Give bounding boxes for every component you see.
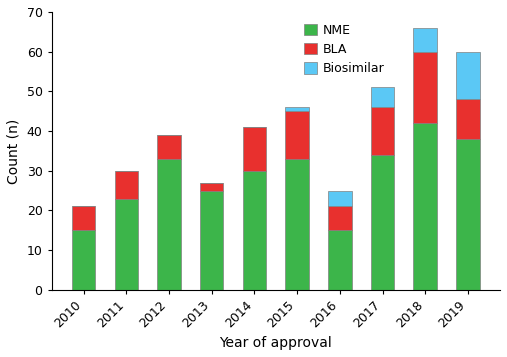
Bar <box>72 230 95 290</box>
Bar <box>328 191 351 206</box>
Bar <box>200 183 224 191</box>
Bar <box>157 135 181 159</box>
X-axis label: Year of approval: Year of approval <box>220 336 332 350</box>
Bar <box>243 127 266 171</box>
Bar <box>115 198 138 290</box>
Bar <box>456 99 480 139</box>
Bar <box>371 107 394 155</box>
Bar <box>456 139 480 290</box>
Y-axis label: Count (n): Count (n) <box>7 118 21 183</box>
Bar <box>200 191 224 290</box>
Bar <box>328 230 351 290</box>
Bar <box>371 155 394 290</box>
Bar <box>243 171 266 290</box>
Bar <box>328 206 351 230</box>
Bar <box>72 206 95 230</box>
Bar <box>371 87 394 107</box>
Legend: NME, BLA, Biosimilar: NME, BLA, Biosimilar <box>305 24 385 75</box>
Bar <box>285 159 309 290</box>
Bar <box>115 171 138 198</box>
Bar <box>285 111 309 159</box>
Bar <box>414 28 437 52</box>
Bar <box>456 52 480 99</box>
Bar <box>414 123 437 290</box>
Bar <box>157 159 181 290</box>
Bar <box>285 107 309 111</box>
Bar <box>414 52 437 123</box>
